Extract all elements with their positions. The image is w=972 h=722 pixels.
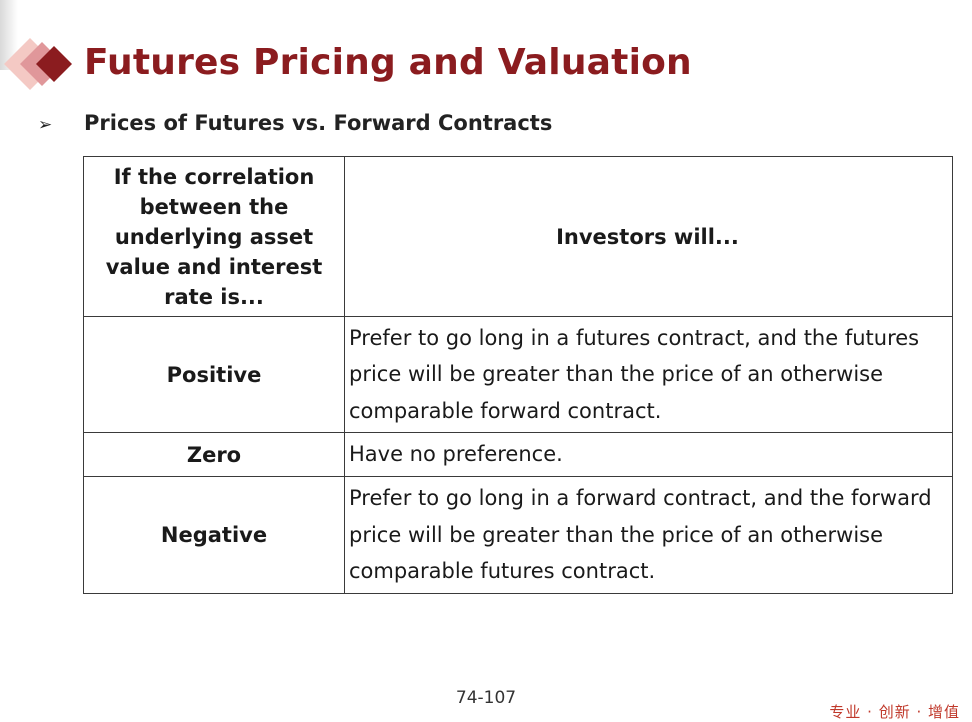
footer-slogan: 专业 · 创新 · 增值	[829, 703, 960, 721]
header-condition-cell: If the correlation between the underlyin…	[83, 156, 345, 317]
table-row: Zero Have no preference.	[83, 432, 953, 477]
diamond-logo-icon	[4, 38, 72, 90]
table-header-row: If the correlation between the underlyin…	[83, 156, 953, 317]
condition-cell: Positive	[83, 316, 345, 433]
condition-cell: Negative	[83, 476, 345, 594]
subheading: Prices of Futures vs. Forward Contracts	[84, 111, 553, 135]
arrow-bullet-icon: ➢	[38, 115, 53, 135]
header-outcome-cell: Investors will...	[344, 156, 953, 317]
table-row: Negative Prefer to go long in a forward …	[83, 476, 953, 594]
condition-cell: Zero	[83, 432, 345, 477]
outcome-cell: Prefer to go long in a futures contract,…	[344, 316, 953, 433]
table-row: Positive Prefer to go long in a futures …	[83, 316, 953, 433]
page-number: 74-107	[455, 688, 517, 708]
corner-shade	[0, 0, 18, 70]
slide-title: Futures Pricing and Valuation	[84, 42, 692, 83]
outcome-cell: Prefer to go long in a forward contract,…	[344, 476, 953, 594]
comparison-table: If the correlation between the underlyin…	[83, 156, 953, 594]
outcome-cell: Have no preference.	[344, 432, 953, 477]
